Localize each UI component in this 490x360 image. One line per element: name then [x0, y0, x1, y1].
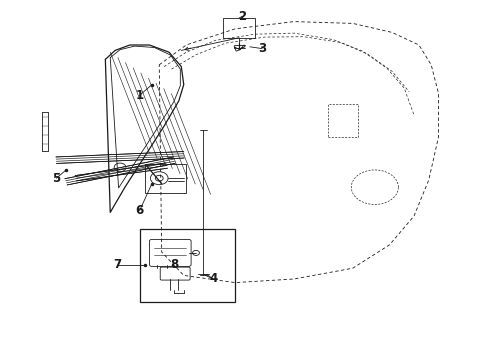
Bar: [140, 229, 235, 302]
Circle shape: [155, 175, 163, 181]
Circle shape: [200, 272, 207, 277]
Text: 6: 6: [136, 204, 144, 217]
Circle shape: [114, 163, 126, 172]
Bar: [223, 18, 255, 38]
Text: 5: 5: [52, 172, 60, 185]
Text: 4: 4: [209, 273, 217, 285]
Text: 2: 2: [239, 10, 246, 23]
Text: 8: 8: [170, 258, 178, 271]
Text: 1: 1: [136, 89, 144, 102]
Text: 7: 7: [114, 258, 122, 271]
Text: 3: 3: [258, 42, 266, 55]
